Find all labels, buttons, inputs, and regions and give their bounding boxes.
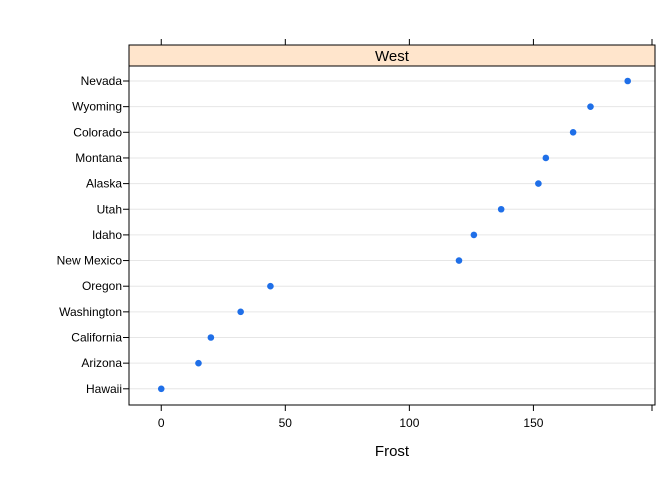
grid-lines: [129, 80, 655, 390]
strip-background: [128, 44, 656, 67]
data-point: [535, 180, 542, 187]
data-point: [455, 257, 463, 264]
panel-title: West: [375, 48, 410, 65]
category-label: Montana: [75, 151, 122, 165]
data-point: [207, 334, 215, 341]
data-point: [624, 77, 632, 85]
x-tick-label: 50: [279, 416, 293, 430]
y-category-labels: Nevada Wyoming Colorado Montana Alaska Utah Id…: [57, 74, 123, 396]
data-point: [569, 129, 577, 136]
data-points: [157, 77, 632, 393]
x-tick-label: 150: [523, 416, 543, 430]
category-label: Nevada: [81, 74, 123, 88]
data-point: [542, 154, 550, 162]
category-label: Oregon: [82, 279, 122, 293]
x-tick-label: 0: [158, 416, 165, 430]
y-axis-ticks: [123, 80, 129, 390]
x-tick-labels: 0 50 100 150: [158, 416, 544, 430]
x-axis-title: Frost: [375, 443, 410, 460]
category-label: Colorado: [73, 125, 122, 139]
category-label: Idaho: [92, 228, 122, 242]
data-point: [267, 282, 274, 290]
data-point: [157, 385, 165, 393]
panel-frame: [128, 44, 656, 406]
category-label: New Mexico: [57, 254, 123, 268]
bottom-axis-ticks: [160, 405, 653, 411]
data-point: [497, 205, 505, 213]
data-point: [470, 231, 478, 239]
top-axis-ticks: [160, 39, 653, 45]
data-point: [587, 103, 594, 110]
category-label: Washington: [59, 305, 122, 319]
data-point: [237, 308, 244, 316]
category-label: Alaska: [86, 177, 122, 191]
data-point: [195, 359, 202, 367]
category-label: Utah: [97, 202, 122, 216]
category-label: Hawaii: [86, 382, 122, 396]
category-label: Wyoming: [72, 100, 122, 114]
x-tick-label: 100: [399, 416, 419, 430]
category-label: California: [71, 331, 122, 345]
category-label: Arizona: [81, 356, 122, 370]
